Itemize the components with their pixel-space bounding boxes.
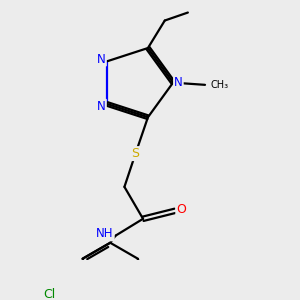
Text: O: O	[176, 203, 186, 216]
Text: N: N	[97, 100, 106, 113]
Text: S: S	[131, 147, 140, 160]
Text: CH₃: CH₃	[210, 80, 229, 90]
Text: N: N	[174, 76, 183, 89]
Text: Cl: Cl	[43, 288, 55, 300]
Text: N: N	[97, 52, 106, 65]
Text: NH: NH	[96, 227, 114, 240]
